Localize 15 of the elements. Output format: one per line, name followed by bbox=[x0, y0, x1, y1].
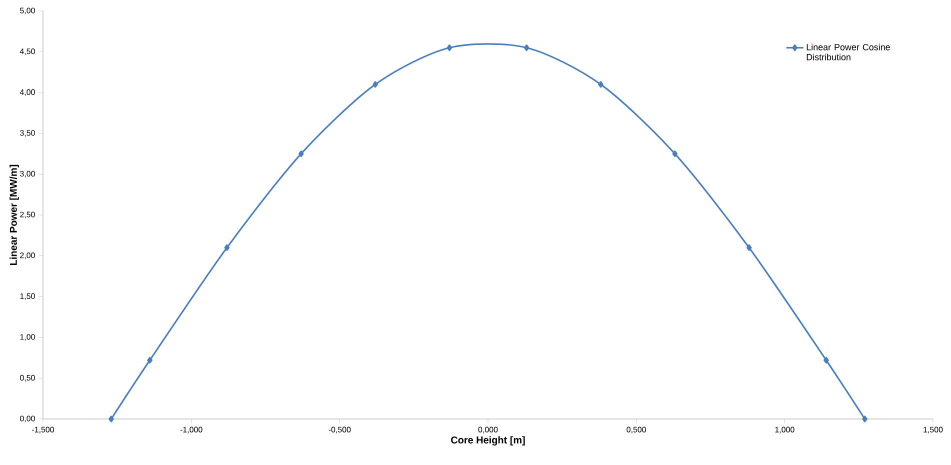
point bbox=[598, 81, 604, 88]
point bbox=[746, 244, 752, 251]
point bbox=[524, 44, 530, 52]
point bbox=[108, 416, 114, 422]
point bbox=[298, 150, 304, 158]
point bbox=[446, 44, 452, 52]
point bbox=[147, 356, 152, 364]
point bbox=[824, 356, 829, 364]
point bbox=[672, 150, 678, 158]
point bbox=[372, 81, 378, 88]
y-axis-title: Linear Power [MW/m] bbox=[10, 164, 19, 265]
point bbox=[862, 416, 868, 422]
point bbox=[224, 244, 230, 251]
legend-label: Linear Power Cosine Distribution bbox=[806, 44, 890, 60]
x-axis-title: Core Height [m] bbox=[451, 436, 525, 446]
